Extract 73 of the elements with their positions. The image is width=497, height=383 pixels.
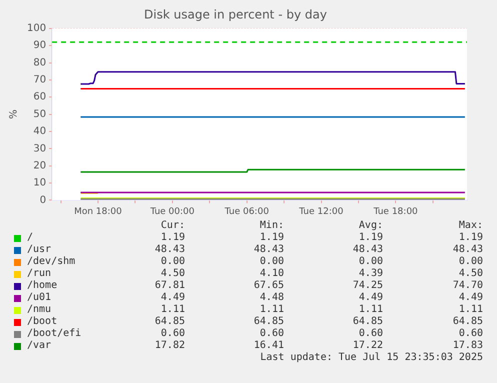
y-tick-label: 50 — [33, 108, 46, 120]
legend-label: /usr — [27, 244, 52, 255]
x-tick-label: Tue 00:00 — [149, 206, 195, 217]
text: Cur: — [160, 220, 185, 231]
text: 0.60 — [160, 328, 185, 339]
y-tick-label: 70 — [33, 74, 46, 86]
y-tick-label: 80 — [33, 57, 46, 68]
legend-label: /dev/shm — [27, 256, 76, 267]
text: 1.11 — [458, 304, 483, 315]
text: 0.60 — [358, 328, 383, 339]
y-axis-title: % — [8, 110, 20, 120]
text: 16.41 — [254, 340, 284, 351]
text: Max: — [458, 220, 483, 231]
text: 1.19 — [260, 232, 284, 243]
x-tick-label: Tue 18:00 — [372, 206, 418, 217]
text: 48.43 — [352, 244, 383, 255]
y-tick-label: 100 — [26, 22, 46, 34]
legend-label: /nmu — [27, 304, 52, 315]
text: Min: — [260, 220, 284, 231]
text: 17.83 — [452, 340, 483, 351]
legend-label: /boot/efi — [27, 328, 82, 339]
text: 0.00 — [458, 256, 483, 267]
text: 4.49 — [458, 292, 483, 303]
y-tick-label: 90 — [33, 40, 46, 52]
y-tick-label: 60 — [33, 92, 46, 103]
text: 48.43 — [254, 244, 284, 255]
text: 48.43 — [452, 244, 483, 255]
x-tick-label: Tue 06:00 — [224, 206, 270, 217]
text: Avg: — [358, 220, 383, 231]
text: Last update: Tue Jul 15 23:35:03 2025 — [260, 352, 483, 363]
text: 1.11 — [160, 304, 185, 315]
text: 1.11 — [358, 304, 383, 315]
text: 17.22 — [352, 340, 383, 351]
text: 4.50 — [160, 268, 185, 279]
text: 67.65 — [254, 280, 284, 291]
legend-label: /home — [27, 280, 58, 291]
text: 64.85 — [352, 316, 383, 327]
x-tick-label: Mon 18:00 — [74, 206, 122, 217]
text: 0.60 — [458, 328, 483, 339]
text: 1.19 — [358, 232, 383, 243]
text: 1.19 — [458, 232, 483, 243]
text: 0.60 — [260, 328, 284, 339]
text: 64.85 — [452, 316, 483, 327]
text: 4.50 — [458, 268, 483, 279]
text: 64.85 — [154, 316, 185, 327]
text: 1.11 — [260, 304, 284, 315]
text: 17.82 — [154, 340, 185, 351]
y-tick-label: 0 — [40, 194, 46, 206]
text: 74.70 — [452, 280, 483, 291]
text: 4.39 — [358, 268, 383, 279]
text: 64.85 — [254, 316, 284, 327]
y-tick-label: 40 — [33, 126, 46, 138]
text: 4.10 — [260, 268, 284, 279]
x-tick-label: Tue 12:00 — [298, 206, 344, 217]
legend-label: /boot — [27, 316, 58, 327]
chart-title: Disk usage in percent - by day — [144, 7, 327, 22]
legend-label: /u01 — [27, 292, 52, 303]
text: 0.00 — [160, 256, 185, 267]
y-tick-label: 20 — [33, 160, 46, 172]
text: 67.81 — [154, 280, 185, 291]
text: 74.25 — [352, 280, 383, 291]
legend-label: / — [27, 232, 34, 243]
legend-label: /var — [27, 340, 52, 351]
text: 4.48 — [260, 292, 284, 303]
text: 0.00 — [260, 256, 284, 267]
text: 0.00 — [358, 256, 383, 267]
y-tick-label: 30 — [33, 143, 46, 154]
legend-label: /run — [27, 268, 52, 279]
text: 48.43 — [154, 244, 185, 255]
y-tick-label: 10 — [33, 178, 46, 189]
text: 4.49 — [160, 292, 185, 303]
text: 4.49 — [358, 292, 383, 303]
text: 1.19 — [160, 232, 185, 243]
